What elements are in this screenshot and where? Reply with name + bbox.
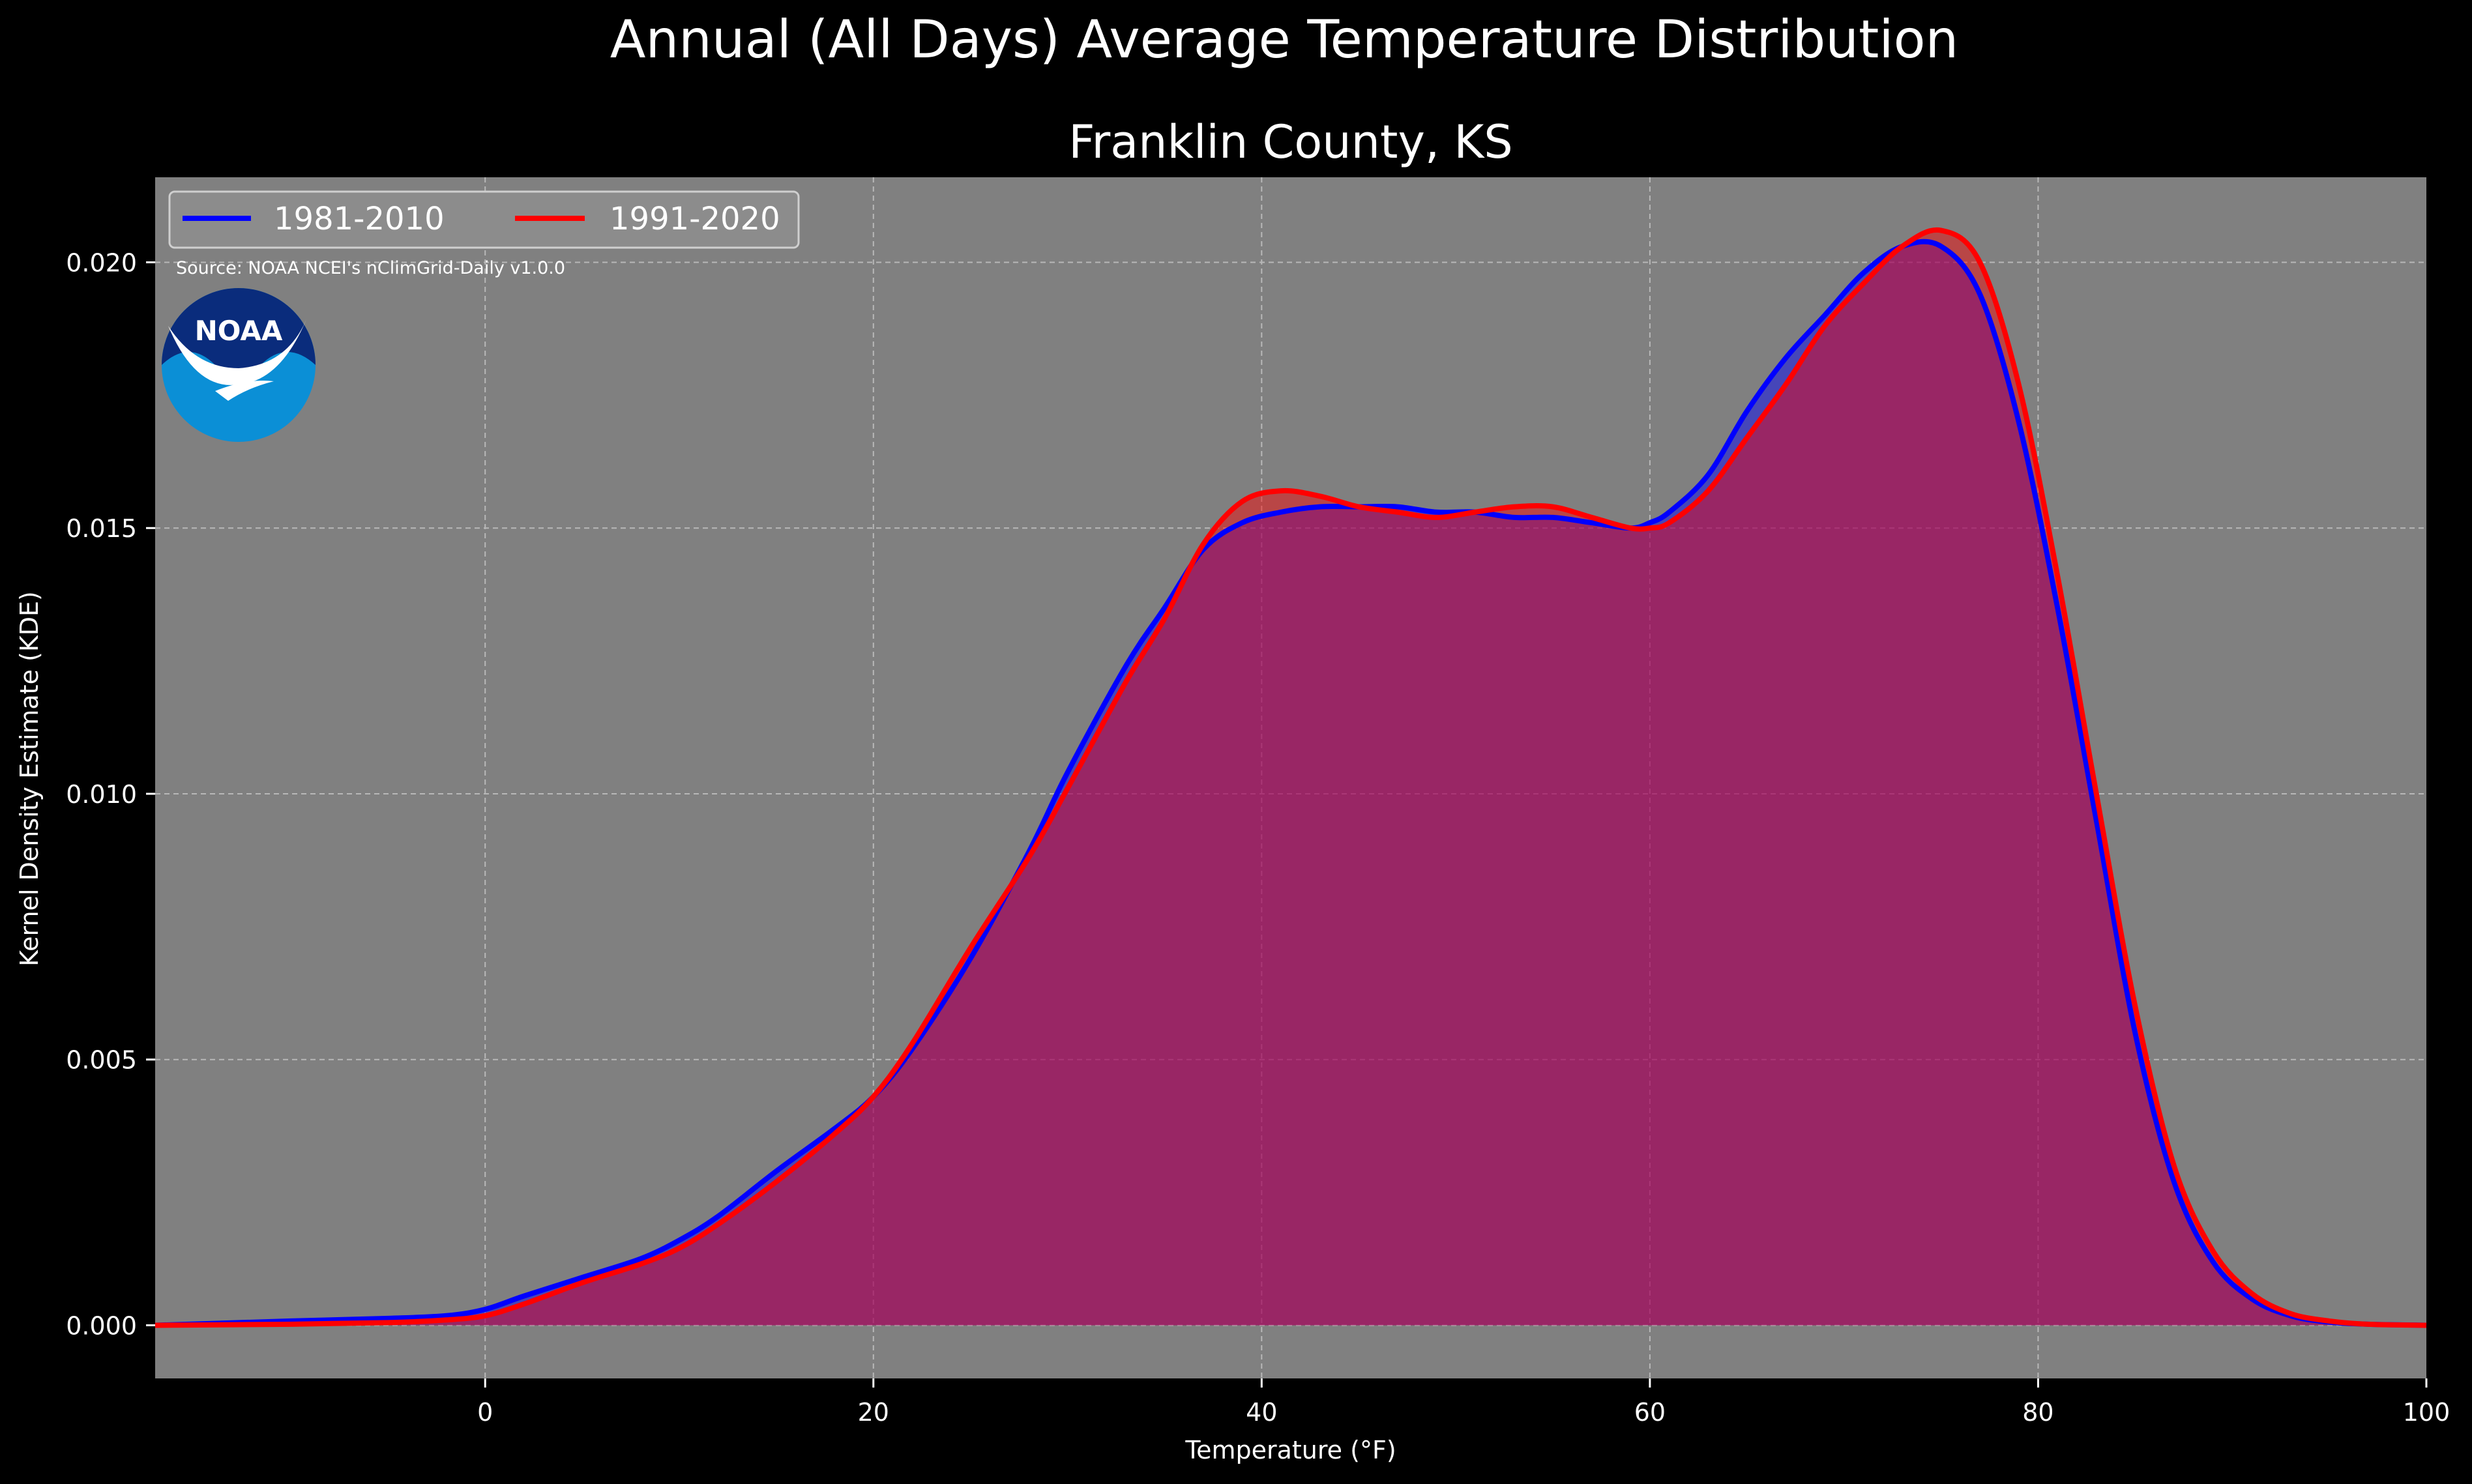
y-tick-label: 0.015 — [66, 514, 137, 543]
noaa-logo-text: NOAA — [195, 315, 283, 347]
y-tick-label: 0.000 — [66, 1311, 137, 1340]
legend-label-1991-2020: 1991-2020 — [610, 201, 780, 237]
line-1991-2020 — [154, 227, 2427, 1328]
legend: 1981-2010 1991-2020 — [168, 190, 800, 249]
chart-title: Annual (All Days) Average Temperature Di… — [610, 9, 1958, 70]
y-tick-label: 0.010 — [66, 780, 137, 809]
plot-area — [155, 177, 2426, 1378]
density-lines — [154, 227, 2427, 1328]
source-note: Source: NOAA NCEI's nClimGrid-Daily v1.0… — [176, 258, 565, 278]
x-tick-label: 80 — [2022, 1398, 2053, 1427]
area-1981-2010 — [155, 241, 2426, 1326]
density-areas — [155, 229, 2426, 1326]
x-axis-label: Temperature (°F) — [1184, 1436, 1396, 1464]
x-tick-label: 100 — [2403, 1398, 2450, 1427]
chart-subtitle: Franklin County, KS — [1068, 115, 1512, 169]
legend-box — [168, 190, 800, 249]
x-tick-label: 40 — [1246, 1398, 1277, 1427]
y-axis-ticks: 0.000 0.005 0.010 0.015 0.020 — [66, 248, 155, 1340]
area-1991-2020 — [155, 229, 2426, 1326]
x-axis-ticks: 0 20 40 60 80 100 — [477, 1378, 2450, 1427]
x-tick-label: 0 — [477, 1398, 493, 1427]
y-tick-label: 0.005 — [66, 1046, 137, 1075]
y-tick-label: 0.020 — [66, 248, 137, 277]
x-tick-label: 20 — [858, 1398, 889, 1427]
y-axis-label: Kernel Density Estimate (KDE) — [15, 591, 44, 967]
legend-label-1981-2010: 1981-2010 — [274, 201, 445, 237]
noaa-logo: NOAA — [162, 288, 316, 442]
x-tick-label: 60 — [1634, 1398, 1666, 1427]
